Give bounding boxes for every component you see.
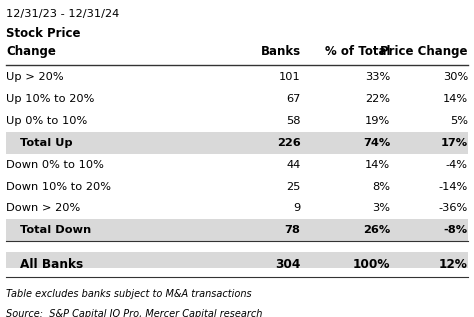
Text: 14%: 14% (365, 160, 390, 170)
Text: 26%: 26% (363, 225, 390, 235)
Text: 17%: 17% (441, 138, 468, 148)
Text: 22%: 22% (365, 94, 390, 104)
Text: 5%: 5% (450, 116, 468, 126)
Text: Change: Change (6, 45, 56, 58)
Text: Down 10% to 20%: Down 10% to 20% (6, 182, 111, 191)
Text: 304: 304 (275, 258, 301, 271)
Text: Source:  S&P Capital IQ Pro, Mercer Capital research: Source: S&P Capital IQ Pro, Mercer Capit… (6, 309, 263, 317)
Text: 101: 101 (279, 72, 301, 82)
Text: -36%: -36% (438, 204, 468, 213)
Text: 19%: 19% (365, 116, 390, 126)
Text: 8%: 8% (372, 182, 390, 191)
Text: 78: 78 (285, 225, 301, 235)
Bar (6, 132, 468, 154)
Text: 226: 226 (277, 138, 301, 148)
Bar (6, 219, 468, 241)
Text: Price Change: Price Change (381, 45, 468, 58)
Text: Up 0% to 10%: Up 0% to 10% (6, 116, 87, 126)
Text: 25: 25 (286, 182, 301, 191)
Text: Down 0% to 10%: Down 0% to 10% (6, 160, 104, 170)
Text: 30%: 30% (443, 72, 468, 82)
Text: Down > 20%: Down > 20% (6, 204, 81, 213)
Text: 12/31/23 - 12/31/24: 12/31/23 - 12/31/24 (6, 10, 119, 19)
Text: Up 10% to 20%: Up 10% to 20% (6, 94, 94, 104)
Text: 44: 44 (286, 160, 301, 170)
Text: 12%: 12% (439, 258, 468, 271)
Bar (6, 252, 468, 277)
Text: Table excludes banks subject to M&A transactions: Table excludes banks subject to M&A tran… (6, 289, 252, 299)
Text: -8%: -8% (444, 225, 468, 235)
Text: Total Up: Total Up (20, 138, 73, 148)
Text: 67: 67 (286, 94, 301, 104)
Text: 14%: 14% (443, 94, 468, 104)
Text: Stock Price: Stock Price (6, 27, 81, 40)
Text: 100%: 100% (353, 258, 390, 271)
Text: 58: 58 (286, 116, 301, 126)
Text: 9: 9 (293, 204, 301, 213)
Text: 33%: 33% (365, 72, 390, 82)
Text: -14%: -14% (438, 182, 468, 191)
Text: % of Total: % of Total (325, 45, 390, 58)
Text: Up > 20%: Up > 20% (6, 72, 64, 82)
Text: 3%: 3% (372, 204, 390, 213)
Text: Total Down: Total Down (20, 225, 91, 235)
Text: Banks: Banks (261, 45, 301, 58)
Text: -4%: -4% (446, 160, 468, 170)
Text: 74%: 74% (363, 138, 390, 148)
Text: All Banks: All Banks (20, 258, 83, 271)
